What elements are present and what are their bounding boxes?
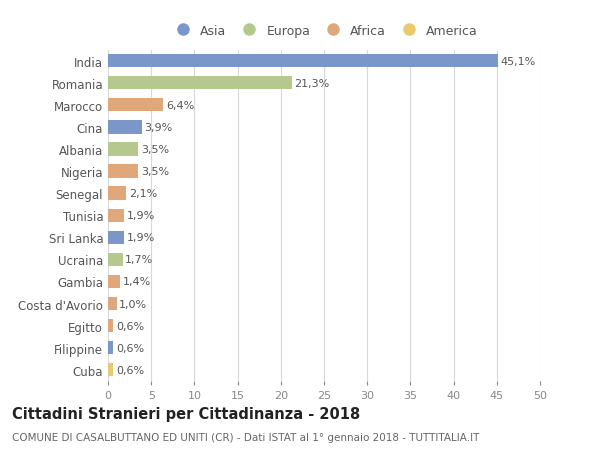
Bar	[108, 121, 142, 134]
Bar	[108, 231, 124, 244]
Text: 3,5%: 3,5%	[141, 167, 169, 177]
Bar	[108, 143, 138, 156]
Text: 0,6%: 0,6%	[116, 365, 144, 375]
Bar	[108, 297, 116, 310]
Text: 6,4%: 6,4%	[166, 101, 194, 111]
Bar	[108, 165, 138, 178]
Text: Cittadini Stranieri per Cittadinanza - 2018: Cittadini Stranieri per Cittadinanza - 2…	[12, 406, 360, 421]
Bar	[108, 209, 124, 222]
Text: 3,5%: 3,5%	[141, 145, 169, 155]
Bar	[108, 275, 120, 288]
Text: 1,9%: 1,9%	[127, 233, 155, 243]
Bar	[108, 77, 292, 90]
Text: 0,6%: 0,6%	[116, 343, 144, 353]
Text: 21,3%: 21,3%	[295, 78, 330, 89]
Legend: Asia, Europa, Africa, America: Asia, Europa, Africa, America	[170, 25, 478, 38]
Text: 3,9%: 3,9%	[144, 123, 173, 133]
Text: 45,1%: 45,1%	[500, 56, 536, 67]
Bar	[108, 341, 113, 354]
Text: 1,0%: 1,0%	[119, 299, 148, 309]
Text: COMUNE DI CASALBUTTANO ED UNITI (CR) - Dati ISTAT al 1° gennaio 2018 - TUTTITALI: COMUNE DI CASALBUTTANO ED UNITI (CR) - D…	[12, 432, 479, 442]
Text: 2,1%: 2,1%	[129, 189, 157, 199]
Bar	[108, 253, 122, 266]
Text: 0,6%: 0,6%	[116, 321, 144, 331]
Text: 1,4%: 1,4%	[122, 277, 151, 287]
Bar	[108, 364, 113, 376]
Bar	[108, 99, 163, 112]
Text: 1,7%: 1,7%	[125, 255, 154, 265]
Bar	[108, 187, 126, 200]
Bar	[108, 55, 497, 68]
Text: 1,9%: 1,9%	[127, 211, 155, 221]
Bar	[108, 319, 113, 332]
